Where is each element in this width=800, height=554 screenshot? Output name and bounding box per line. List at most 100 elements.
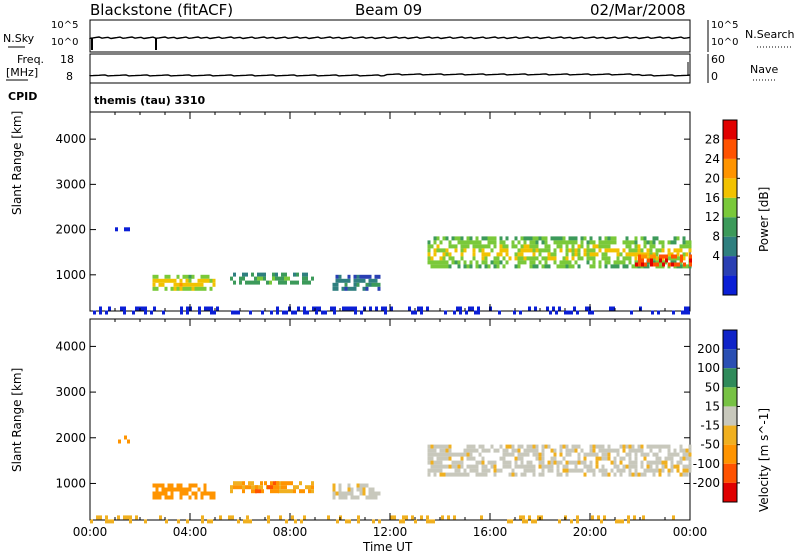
velocity-cell xyxy=(618,519,621,524)
power-cell xyxy=(589,240,593,245)
velocity-cell xyxy=(475,464,479,469)
velocity-cell xyxy=(472,448,476,453)
power-cell xyxy=(472,252,476,257)
power-cell xyxy=(439,264,443,269)
velocity-cell xyxy=(598,468,602,473)
power-cell xyxy=(281,272,284,277)
power-cell xyxy=(335,274,339,279)
power-cell xyxy=(634,248,638,253)
power-cell xyxy=(607,244,611,249)
power-cell xyxy=(502,240,506,245)
power-cell xyxy=(179,278,183,283)
power-cell xyxy=(553,240,557,245)
power-cell xyxy=(638,258,641,263)
nave-tick-bottom: 0 xyxy=(711,70,718,83)
velocity-cell xyxy=(469,444,473,449)
power-cell xyxy=(170,286,174,291)
power-cell xyxy=(598,236,602,241)
velocity-cell xyxy=(556,468,560,473)
velocity-cell xyxy=(457,464,461,469)
velocity-cell xyxy=(188,495,192,500)
power-colorbar-swatch-7 xyxy=(723,139,737,159)
velocity-cell xyxy=(344,491,348,496)
velocity-cell xyxy=(490,444,494,449)
power-cell xyxy=(254,276,257,281)
power-cell xyxy=(460,236,464,241)
power-cell xyxy=(203,274,207,279)
power-cell xyxy=(685,252,689,257)
power-cell xyxy=(667,252,671,257)
power-cell xyxy=(607,256,611,261)
velocity-cell xyxy=(245,485,248,490)
power-cell xyxy=(197,286,201,291)
power-cell xyxy=(513,310,516,315)
velocity-cell xyxy=(598,456,602,461)
velocity-cell xyxy=(493,448,497,453)
velocity-cell xyxy=(203,483,207,488)
power-cell xyxy=(153,306,156,311)
velocity-cell xyxy=(652,472,656,477)
power-cell xyxy=(505,252,509,257)
velocity-cell xyxy=(661,464,665,469)
power-cell xyxy=(673,260,677,265)
velocity-cell xyxy=(454,468,458,473)
velocity-cell xyxy=(335,491,339,496)
velocity-cell xyxy=(580,468,584,473)
velocity-cell xyxy=(341,495,345,500)
velocity-cell xyxy=(601,448,605,453)
velocity-cell xyxy=(276,485,279,490)
velocity-cell xyxy=(338,491,342,496)
power-cell xyxy=(682,244,686,249)
velocity-cell xyxy=(158,495,162,500)
velocity-cell xyxy=(652,444,656,449)
power-cell xyxy=(260,276,263,281)
velocity-cell xyxy=(583,452,587,457)
velocity-colorbar-swatch-2 xyxy=(723,368,737,388)
power-cell xyxy=(475,264,479,269)
velocity-cell xyxy=(481,468,485,473)
power-cell xyxy=(634,240,638,245)
velocity-cell xyxy=(688,444,692,449)
velocity-cell xyxy=(332,483,336,488)
velocity-cell xyxy=(332,491,336,496)
power-cell xyxy=(141,306,144,311)
power-cell xyxy=(123,310,126,315)
velocity-cell xyxy=(610,460,614,465)
velocity-cell xyxy=(212,495,216,500)
power-cell xyxy=(514,252,518,257)
velocity-cell xyxy=(362,487,366,492)
power-cell xyxy=(547,248,551,253)
power-cell xyxy=(321,310,324,315)
power-cell xyxy=(649,252,653,257)
velocity-heatmap xyxy=(89,318,692,524)
power-cell xyxy=(272,276,275,281)
power-cell xyxy=(132,310,135,315)
power-cell xyxy=(598,244,602,249)
velocity-cell xyxy=(99,515,102,520)
power-cell xyxy=(517,256,521,261)
power-cell xyxy=(353,274,357,279)
velocity-cell xyxy=(377,491,381,496)
power-cell xyxy=(484,256,488,261)
velocity-cell xyxy=(374,495,378,500)
power-cell xyxy=(631,252,635,257)
velocity-cell xyxy=(583,456,587,461)
velocity-cell xyxy=(430,456,434,461)
velocity-cell xyxy=(643,472,647,477)
velocity-cell xyxy=(170,495,174,500)
power-cell xyxy=(469,240,473,245)
power-cell xyxy=(99,306,102,311)
power-cell xyxy=(290,280,293,285)
power-cell xyxy=(601,244,605,249)
power-cell xyxy=(628,256,632,261)
power-cell xyxy=(436,264,440,269)
power-cell xyxy=(641,262,644,267)
power-cell xyxy=(420,310,423,315)
power-cell xyxy=(384,306,387,311)
power-cell xyxy=(583,236,587,241)
power-cell xyxy=(519,310,522,315)
velocity-cell xyxy=(472,464,476,469)
velocity-cell xyxy=(619,444,623,449)
velocity-cell xyxy=(278,481,281,486)
power-cell xyxy=(266,280,269,285)
